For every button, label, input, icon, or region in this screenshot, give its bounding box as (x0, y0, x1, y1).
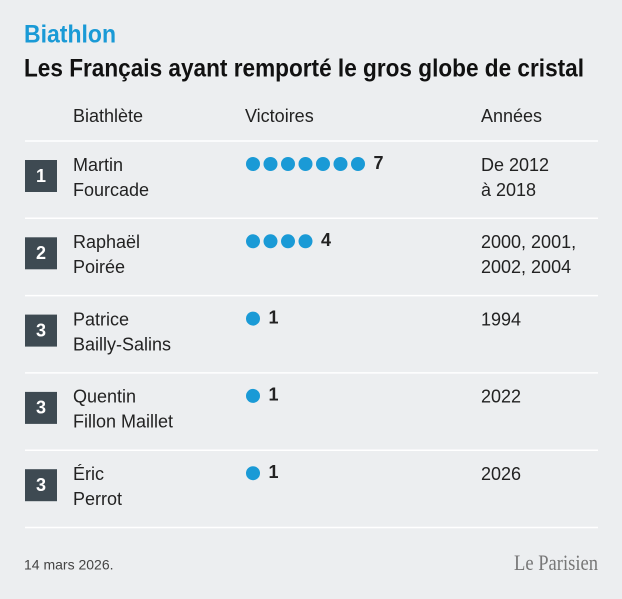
win-dot (281, 234, 295, 249)
wins: 1 (269, 385, 279, 405)
rank-box (25, 391, 57, 424)
win-dot (263, 157, 278, 171)
wins: 1 (269, 307, 279, 327)
win-dot (246, 388, 260, 403)
rank-box (25, 314, 57, 347)
kicker: Biathlon (24, 21, 116, 49)
athlete-name: Perrot (73, 489, 122, 509)
win-dot (246, 466, 260, 481)
athlete-name: Fourcade (73, 180, 149, 200)
column-header: Victoires (245, 106, 314, 126)
win-dot (333, 157, 348, 171)
rank: 3 (36, 475, 46, 495)
win-dot (246, 157, 260, 171)
win-dot (298, 234, 313, 249)
years: 2000, 2001, (481, 232, 576, 252)
athlete-name: Poirée (73, 257, 125, 277)
win-dot (263, 234, 278, 249)
column-header: Biathlète (73, 106, 143, 126)
wins: 7 (374, 153, 384, 173)
wins: 1 (269, 462, 279, 482)
athlete-name: Martin (73, 155, 123, 175)
win-dot (246, 234, 260, 249)
win-dot (298, 157, 313, 171)
wins: 4 (321, 230, 331, 250)
rank-box (25, 237, 57, 270)
win-dot (281, 157, 295, 171)
win-dot (351, 157, 365, 171)
years: De 2012 (481, 155, 549, 175)
date: 14 mars 2026. (24, 557, 114, 573)
years: 1994 (481, 309, 521, 329)
athlete-name: Bailly-Salins (73, 334, 171, 354)
athlete-name: Raphaël (73, 232, 140, 252)
athlete-name: Quentin (73, 387, 136, 407)
rank-box (25, 160, 57, 192)
title: Les Français ayant remporté le gros glob… (24, 55, 584, 83)
win-dot (316, 157, 330, 171)
athlete-name: Patrice (73, 309, 129, 329)
column-header: Années (481, 106, 542, 126)
rank: 1 (36, 166, 46, 186)
rank: 2 (36, 243, 46, 263)
rank: 3 (36, 398, 46, 418)
athlete-name: Fillon Maillet (73, 412, 173, 432)
years: 2002, 2004 (481, 257, 571, 277)
win-dot (246, 311, 260, 326)
years: à 2018 (481, 180, 536, 200)
logo: Le Parisien (514, 550, 598, 575)
rank-box (25, 469, 57, 502)
years: 2026 (481, 464, 521, 484)
years: 2022 (481, 387, 521, 407)
rank: 3 (36, 320, 46, 340)
athlete-name: Éric (73, 464, 104, 484)
